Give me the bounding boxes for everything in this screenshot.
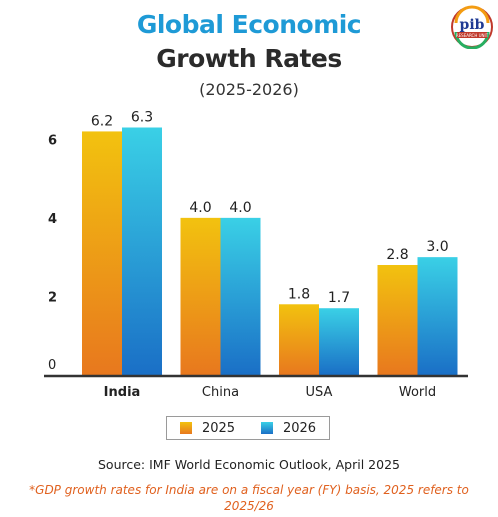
- y-tick-label-0: 0: [48, 358, 56, 373]
- bar-world-2026: [417, 257, 458, 375]
- y-tick-label-4: 4: [48, 212, 57, 227]
- chart-title-line2: Growth Rates: [156, 44, 342, 73]
- data-label-india-2025: 6.2: [91, 113, 113, 129]
- pib-logo-icon: pib RESEARCH UNIT: [451, 5, 493, 49]
- logo-text: pib: [460, 17, 485, 33]
- bar-china-2025: [180, 217, 221, 375]
- data-label-india-2026: 6.3: [131, 110, 153, 126]
- data-label-usa-2026: 1.7: [328, 290, 350, 306]
- legend-label-2025: 2025: [201, 420, 236, 436]
- bar-usa-2026: [319, 308, 359, 375]
- chart-title-line1: Global Economic: [136, 10, 362, 39]
- bar-world-2025: [377, 265, 418, 375]
- x-tick-label-usa: USA: [306, 385, 333, 400]
- data-label-china-2026: 4.0: [229, 200, 251, 216]
- data-label-china-2025: 4.0: [189, 200, 211, 216]
- source-note: Source: IMF World Economic Outlook, Apri…: [97, 457, 400, 472]
- legend-item-2025: 2025: [179, 420, 236, 436]
- data-label-world-2025: 2.8: [386, 247, 408, 263]
- x-tick-label-china: China: [202, 385, 239, 400]
- logo-caption: RESEARCH UNIT: [456, 33, 489, 38]
- data-label-world-2026: 3.0: [426, 239, 448, 255]
- bar-chart: 6.2 6.3 4.0 4.0 1.8 1.7 2.8 3.0 0 2 4 6 India China…: [44, 110, 468, 400]
- data-label-usa-2025: 1.8: [288, 286, 310, 302]
- bar-india-2025: [82, 131, 122, 375]
- y-tick-label-2: 2: [48, 290, 57, 305]
- chart-subtitle: (2025-2026): [199, 80, 299, 99]
- footnote: *GDP growth rates for India are on a fis…: [29, 483, 469, 513]
- legend-item-2026: 2026: [260, 420, 317, 436]
- legend-label-2026: 2026: [282, 420, 317, 436]
- legend-swatch-2025: [179, 422, 192, 434]
- chart-legend: 2025 2026: [166, 416, 330, 440]
- legend-swatch-2026: [260, 422, 273, 434]
- bar-usa-2025: [279, 304, 319, 375]
- bar-china-2026: [220, 217, 261, 375]
- x-tick-label-india: India: [104, 385, 141, 400]
- bar-india-2026: [122, 127, 162, 375]
- y-tick-label-6: 6: [48, 133, 57, 148]
- x-tick-label-world: World: [399, 385, 436, 400]
